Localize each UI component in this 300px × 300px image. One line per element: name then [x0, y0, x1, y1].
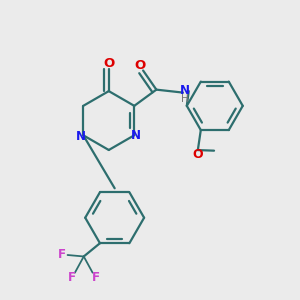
Text: H: H: [181, 94, 189, 104]
Text: O: O: [193, 148, 203, 161]
Text: O: O: [134, 59, 145, 72]
Text: F: F: [68, 271, 75, 284]
Text: N: N: [180, 84, 190, 97]
Text: N: N: [76, 130, 86, 143]
Text: F: F: [92, 271, 100, 284]
Text: O: O: [103, 57, 114, 70]
Text: N: N: [131, 129, 141, 142]
Text: F: F: [58, 248, 66, 261]
